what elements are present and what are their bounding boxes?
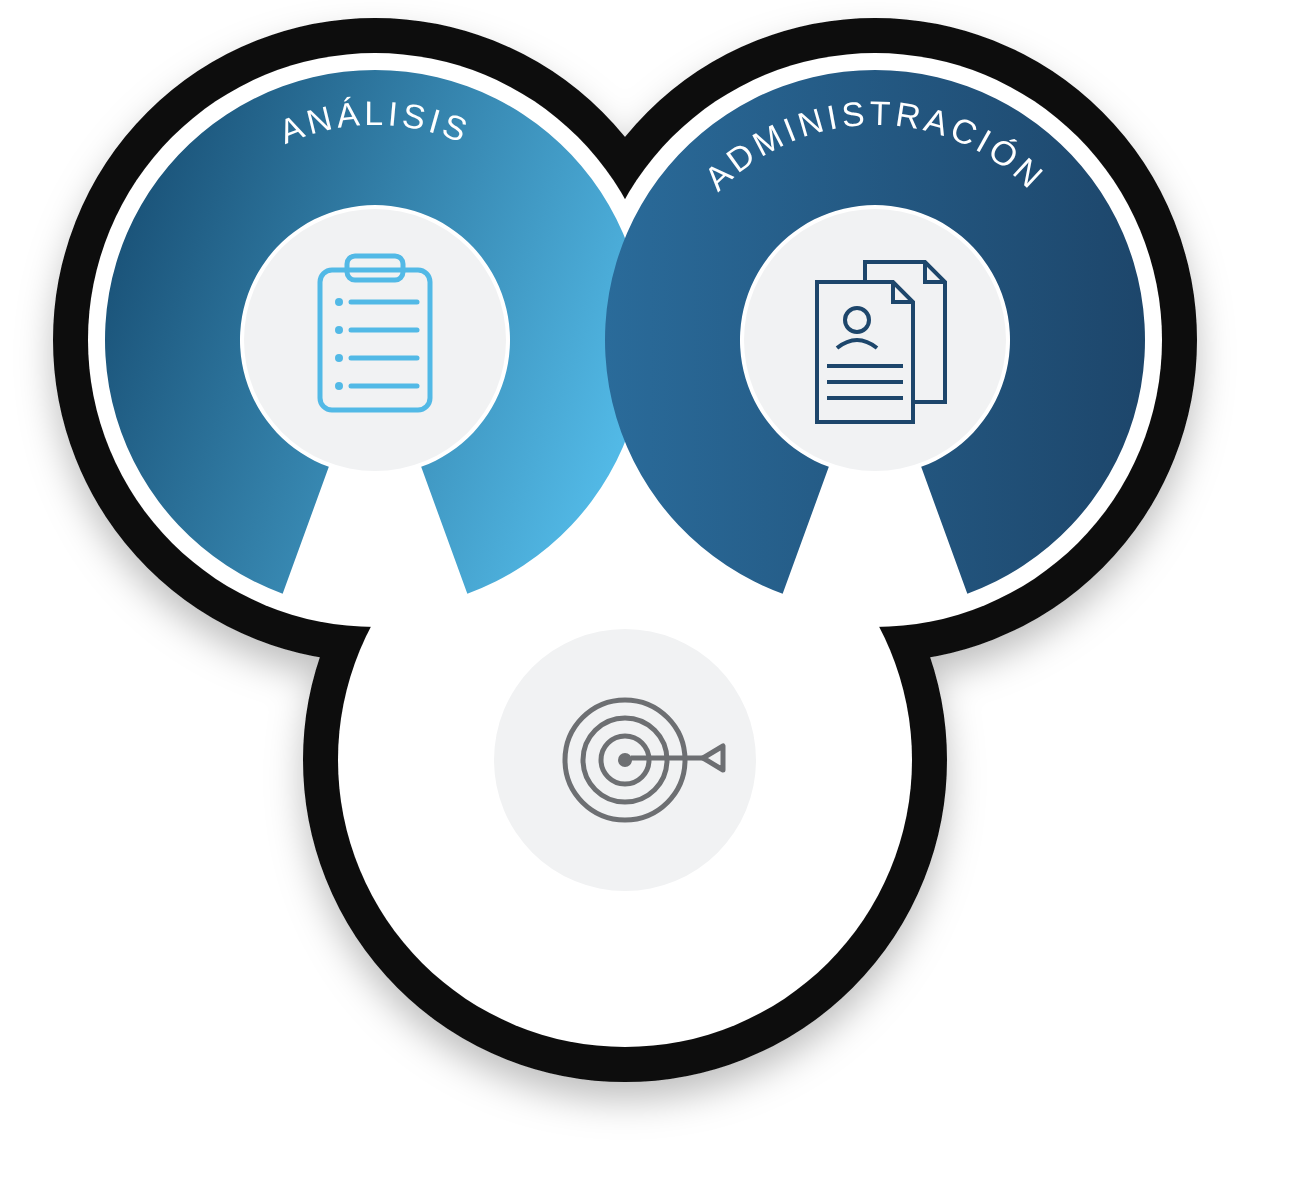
svg-point-26 [618,753,632,767]
svg-point-13 [335,326,343,334]
svg-point-15 [335,354,343,362]
svg-point-6 [244,209,506,471]
svg-point-11 [335,298,343,306]
svg-point-17 [335,382,343,390]
